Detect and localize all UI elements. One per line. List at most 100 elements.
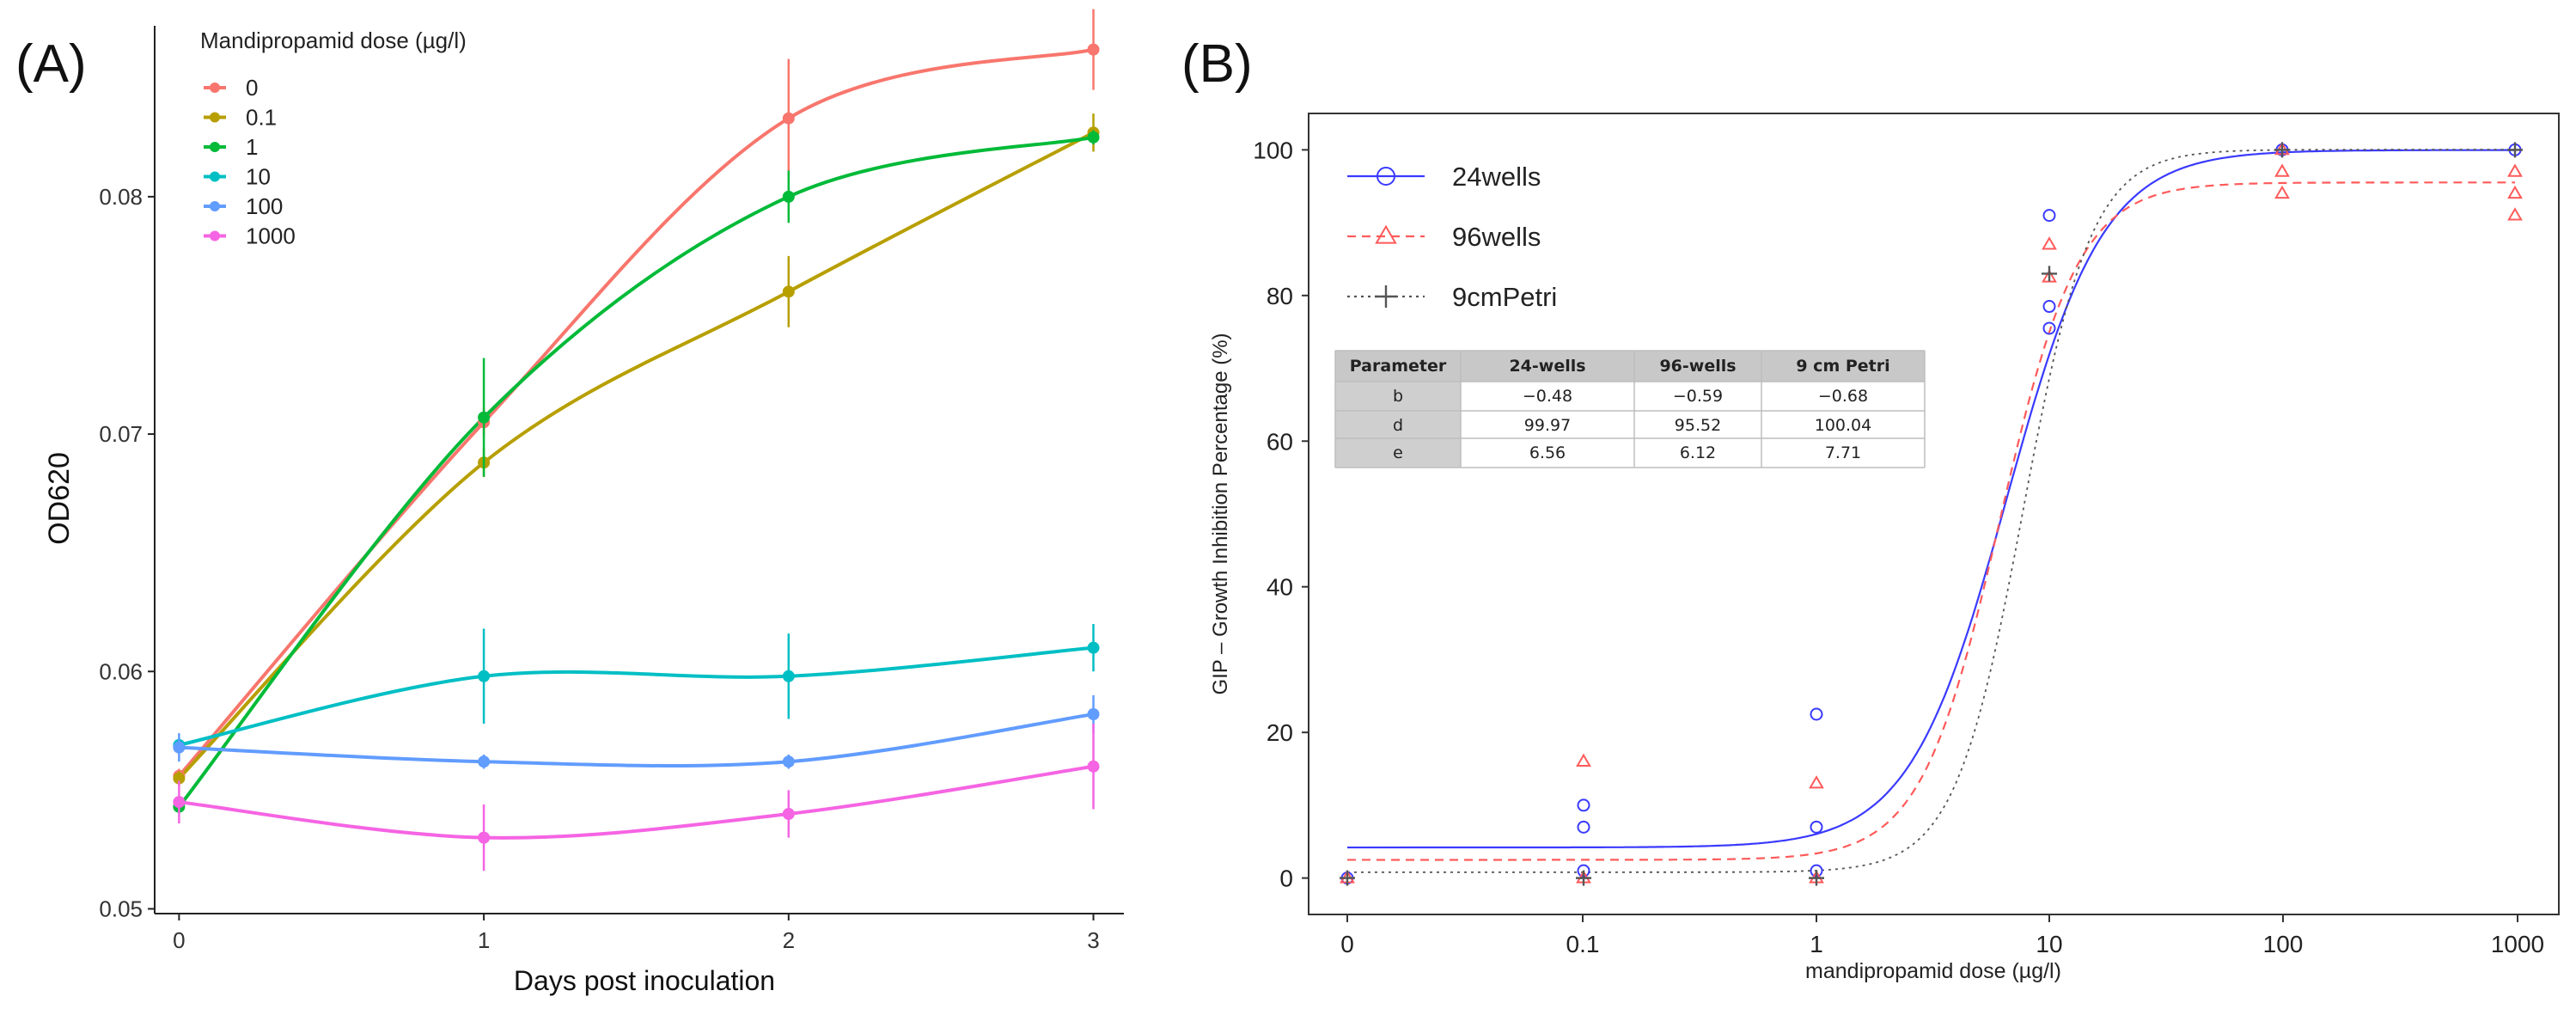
data-point-96wells bbox=[2507, 207, 2523, 221]
legend-label-0: 0 bbox=[246, 75, 258, 101]
data-point-24wells bbox=[1810, 820, 1823, 834]
series-line-0.1 bbox=[177, 131, 1095, 780]
data-point-96wells bbox=[2042, 269, 2057, 283]
legend-label-24wells: 24wells bbox=[1452, 162, 1541, 192]
legend-marker-1000 bbox=[210, 230, 220, 242]
panel-a-legend: Mandipropamid dose (µg/l) 0 0.1 1 10 100 1000 bbox=[200, 28, 467, 249]
panel-b-y-tick-label: 80 bbox=[1267, 283, 1293, 309]
fit-curve-9cmPetri bbox=[1346, 149, 2515, 873]
panel-a-x-tick-label: 2 bbox=[783, 927, 795, 953]
data-point-96wells bbox=[1809, 775, 1824, 789]
data-point-1000 bbox=[173, 796, 186, 809]
data-point-96wells bbox=[2507, 163, 2523, 177]
data-point-9cmPetri bbox=[1576, 870, 1591, 886]
legend-marker-0 bbox=[210, 83, 220, 93]
series-line-1000 bbox=[179, 764, 1094, 840]
legend-marker-1 bbox=[210, 142, 220, 152]
panel-b-plot-frame bbox=[1308, 113, 2560, 915]
data-point-96wells bbox=[2274, 185, 2290, 199]
panel-b-x-tick-label: 0.1 bbox=[1566, 931, 1600, 957]
panel-a-x-tick-label: 3 bbox=[1087, 927, 1099, 953]
data-point-24wells bbox=[2042, 300, 2056, 314]
data-point-1 bbox=[782, 190, 795, 203]
data-point-10 bbox=[782, 670, 795, 682]
panel-a-legend-title: Mandipropamid dose (µg/l) bbox=[200, 28, 467, 53]
table-header-bg bbox=[1335, 351, 1925, 382]
panel-b-legend: 24wells 96wells 9cmPetri bbox=[1347, 162, 1557, 312]
data-point-9cmPetri bbox=[2274, 142, 2290, 158]
panel-a-lines bbox=[177, 47, 1095, 840]
data-point-0.1 bbox=[782, 285, 795, 298]
panel-b-y-tick-label: 60 bbox=[1267, 428, 1293, 455]
data-point-96wells bbox=[1576, 753, 1591, 767]
table-cell: b bbox=[1393, 387, 1403, 406]
series-line-100 bbox=[179, 712, 1094, 767]
data-point-96wells bbox=[2042, 236, 2057, 250]
data-point-1000 bbox=[782, 807, 795, 820]
series-line-0 bbox=[177, 47, 1094, 778]
panel-a-x-axis-title: Days post inoculation bbox=[514, 965, 775, 996]
legend-label-9cmPetri: 9cmPetri bbox=[1452, 282, 1557, 312]
legend-label-0.1: 0.1 bbox=[246, 105, 277, 131]
legend-label-96wells: 96wells bbox=[1452, 222, 1541, 252]
table-cell: 7.71 bbox=[1825, 443, 1861, 462]
table-header-cell: 9 cm Petri bbox=[1796, 357, 1889, 376]
legend-marker-96wells bbox=[1375, 224, 1397, 244]
data-point-100 bbox=[173, 741, 186, 754]
panel-b-y-tick-label: 0 bbox=[1279, 865, 1293, 892]
panel-a-y-axis-title: OD620 bbox=[43, 452, 76, 545]
table-cell: 6.56 bbox=[1529, 443, 1566, 462]
panel-b-x-tick-label: 1000 bbox=[2491, 931, 2544, 957]
panel-b-x-tick-label: 10 bbox=[2036, 931, 2062, 957]
table-cell: e bbox=[1393, 443, 1403, 462]
panel-b-y-tick-label: 100 bbox=[1253, 137, 1293, 163]
panel-b-x-tick-label: 100 bbox=[2263, 931, 2304, 957]
data-point-10 bbox=[478, 670, 491, 682]
legend-label-1000: 1000 bbox=[246, 223, 296, 249]
panel-b-x-tick-label: 0 bbox=[1340, 931, 1354, 957]
table-cell: −0.68 bbox=[1818, 387, 1868, 406]
legend-marker-24wells bbox=[1377, 167, 1395, 186]
data-point-0 bbox=[1087, 43, 1100, 56]
table-param-cell-bg bbox=[1335, 382, 1461, 411]
panel-a-axes: 0.05 0.06 0.07 0.08 0 1 2 3 bbox=[99, 26, 1124, 953]
table-header-cell: 96-wells bbox=[1659, 357, 1736, 376]
data-point-100 bbox=[782, 755, 795, 768]
series-line-10 bbox=[178, 645, 1094, 747]
panel-b-label: (B) bbox=[1181, 34, 1253, 94]
panel-b-points bbox=[1340, 141, 2523, 886]
table-param-cell-bg bbox=[1335, 411, 1461, 438]
data-point-1000 bbox=[478, 831, 491, 844]
panel-b-y-tick-label: 20 bbox=[1267, 719, 1293, 746]
table-cell: −0.59 bbox=[1673, 387, 1723, 406]
panel-b-fit-curves bbox=[1346, 149, 2515, 873]
panel-a-x-tick-label: 1 bbox=[478, 927, 490, 953]
panel-b-y-tick-label: 40 bbox=[1267, 574, 1293, 601]
panel-a-x-tick-label: 0 bbox=[173, 927, 185, 953]
table-cell: 99.97 bbox=[1524, 416, 1571, 435]
data-point-1 bbox=[478, 411, 491, 424]
data-point-9cmPetri bbox=[1340, 870, 1355, 886]
data-point-10 bbox=[1087, 641, 1100, 654]
legend-label-100: 100 bbox=[246, 193, 283, 219]
data-point-1 bbox=[1087, 131, 1100, 144]
fit-curve-24wells bbox=[1346, 149, 2515, 849]
data-point-100 bbox=[478, 755, 491, 768]
panel-b-x-axis-title: mandipropamid dose (µg/l) bbox=[1805, 959, 2061, 983]
panel-b-x-tick-label: 1 bbox=[1810, 931, 1823, 957]
data-point-0 bbox=[782, 112, 795, 125]
data-point-24wells bbox=[1577, 820, 1590, 834]
data-point-24wells bbox=[1810, 707, 1823, 721]
panel-a-y-tick-label: 0.08 bbox=[99, 184, 143, 210]
panel-a-y-tick-label: 0.07 bbox=[99, 421, 143, 447]
panel-a-label: (A) bbox=[15, 34, 87, 94]
legend-label-1: 1 bbox=[246, 134, 258, 160]
data-point-24wells bbox=[2042, 321, 2056, 335]
legend-marker-100 bbox=[210, 201, 220, 211]
table-cell: −0.48 bbox=[1523, 387, 1572, 406]
table-cell: 95.52 bbox=[1675, 416, 1721, 435]
panel-a-y-tick-label: 0.06 bbox=[99, 658, 143, 684]
